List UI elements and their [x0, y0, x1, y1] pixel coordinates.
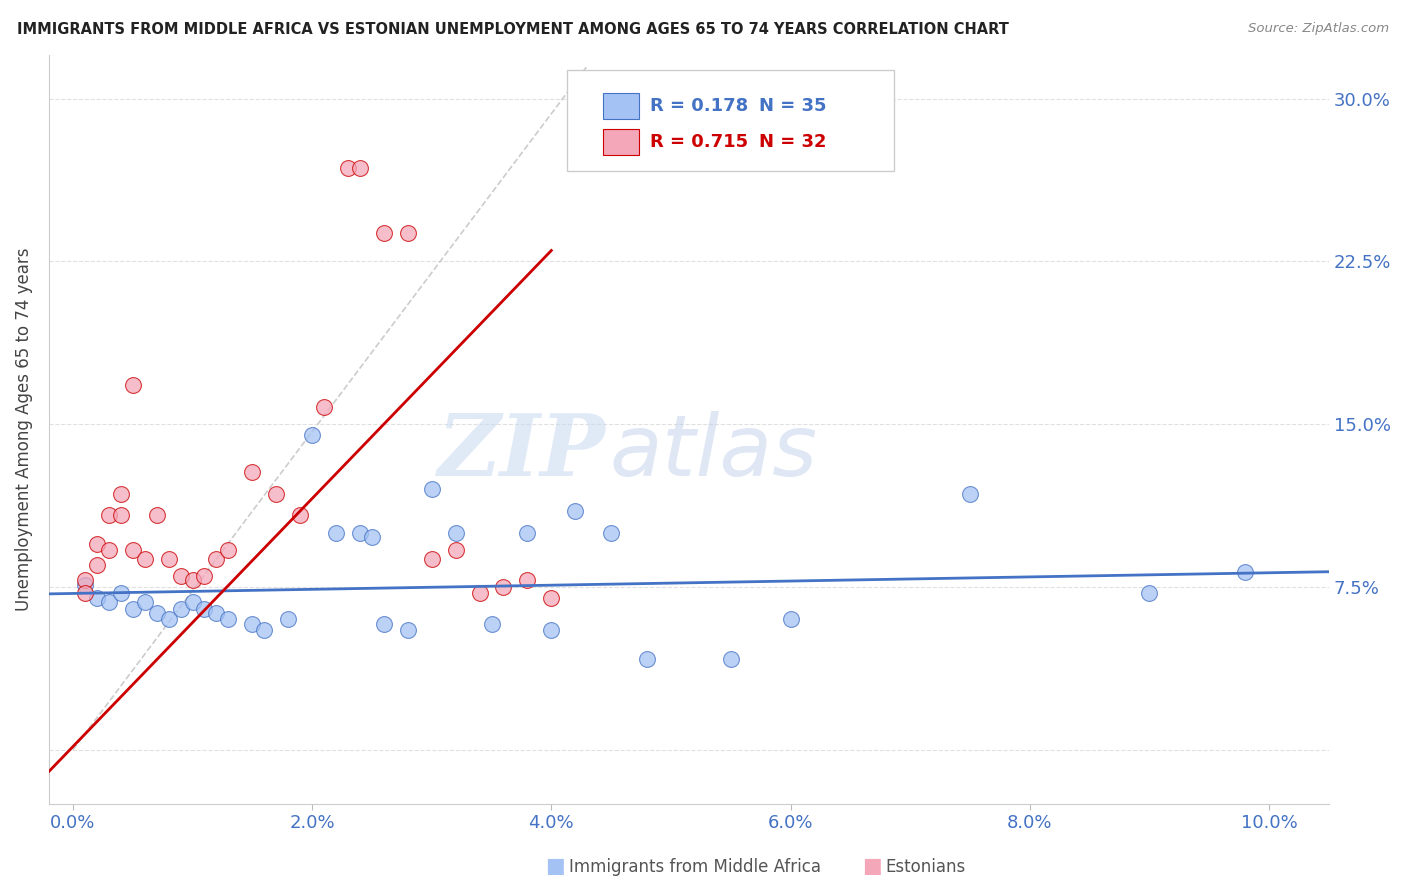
Text: ■: ■: [862, 856, 882, 876]
Point: [86, 558, 108, 573]
Point: [73, 586, 96, 600]
FancyBboxPatch shape: [603, 128, 638, 154]
Point: [301, 428, 323, 442]
Point: [86, 536, 108, 550]
Text: atlas: atlas: [610, 410, 817, 493]
Point: [193, 601, 215, 615]
Text: Source: ZipAtlas.com: Source: ZipAtlas.com: [1249, 22, 1389, 36]
Point: [253, 624, 276, 638]
Text: Estonians: Estonians: [886, 858, 966, 876]
Point: [1234, 565, 1257, 579]
Point: [157, 612, 180, 626]
Point: [349, 161, 371, 175]
Point: [959, 486, 981, 500]
Point: [97, 595, 120, 609]
Point: [492, 580, 515, 594]
Point: [540, 591, 562, 605]
Point: [325, 525, 347, 540]
FancyBboxPatch shape: [567, 70, 894, 171]
Point: [73, 578, 96, 592]
Point: [121, 378, 143, 392]
Point: [516, 525, 538, 540]
Point: [468, 586, 491, 600]
Point: [1137, 586, 1160, 600]
Point: [157, 551, 180, 566]
Y-axis label: Unemployment Among Ages 65 to 74 years: Unemployment Among Ages 65 to 74 years: [15, 248, 32, 611]
Point: [779, 612, 801, 626]
Point: [277, 612, 299, 626]
Point: [396, 226, 419, 240]
Point: [205, 606, 228, 620]
Point: [288, 508, 311, 523]
Point: [373, 616, 395, 631]
Point: [169, 569, 191, 583]
Point: [361, 530, 384, 544]
Point: [97, 543, 120, 558]
Text: R = 0.178: R = 0.178: [651, 97, 749, 115]
Text: Immigrants from Middle Africa: Immigrants from Middle Africa: [569, 858, 821, 876]
Point: [516, 574, 538, 588]
Text: N = 32: N = 32: [759, 133, 827, 151]
Point: [134, 595, 156, 609]
Point: [134, 551, 156, 566]
Text: ZIP: ZIP: [437, 410, 606, 494]
Point: [145, 606, 167, 620]
Point: [349, 525, 371, 540]
Point: [181, 574, 204, 588]
Text: N = 35: N = 35: [759, 97, 827, 115]
Point: [193, 569, 215, 583]
Point: [110, 486, 132, 500]
Point: [564, 504, 586, 518]
Point: [73, 574, 96, 588]
Point: [540, 624, 562, 638]
Point: [169, 601, 191, 615]
Point: [110, 586, 132, 600]
Point: [636, 651, 658, 665]
Point: [600, 525, 623, 540]
Point: [373, 226, 395, 240]
Point: [121, 543, 143, 558]
Point: [240, 616, 263, 631]
Point: [145, 508, 167, 523]
Point: [312, 400, 335, 414]
Point: [444, 543, 467, 558]
Point: [97, 508, 120, 523]
Point: [121, 601, 143, 615]
Point: [720, 651, 742, 665]
Point: [181, 595, 204, 609]
Point: [481, 616, 503, 631]
Point: [396, 624, 419, 638]
Text: R = 0.715: R = 0.715: [651, 133, 748, 151]
Point: [420, 551, 443, 566]
Point: [240, 465, 263, 479]
Point: [444, 525, 467, 540]
Point: [110, 508, 132, 523]
Text: IMMIGRANTS FROM MIDDLE AFRICA VS ESTONIAN UNEMPLOYMENT AMONG AGES 65 TO 74 YEARS: IMMIGRANTS FROM MIDDLE AFRICA VS ESTONIA…: [17, 22, 1008, 37]
Point: [420, 482, 443, 496]
Point: [337, 161, 360, 175]
Point: [264, 486, 287, 500]
Point: [217, 543, 239, 558]
Point: [217, 612, 239, 626]
Point: [86, 591, 108, 605]
Point: [205, 551, 228, 566]
FancyBboxPatch shape: [603, 93, 638, 119]
Text: ■: ■: [546, 856, 565, 876]
